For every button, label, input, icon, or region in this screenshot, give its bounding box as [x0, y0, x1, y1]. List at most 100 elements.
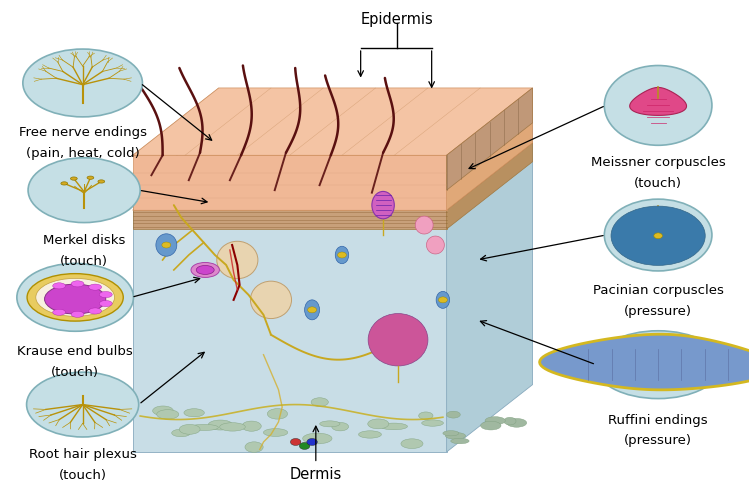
Circle shape: [162, 242, 171, 248]
Polygon shape: [133, 123, 532, 190]
Text: Krause end bulbs: Krause end bulbs: [17, 344, 133, 358]
Ellipse shape: [401, 439, 423, 448]
Text: (pressure): (pressure): [624, 434, 692, 448]
Ellipse shape: [375, 320, 422, 360]
Polygon shape: [539, 334, 750, 390]
Ellipse shape: [639, 224, 677, 248]
Ellipse shape: [87, 176, 94, 180]
Ellipse shape: [88, 308, 101, 314]
Ellipse shape: [263, 428, 288, 436]
Circle shape: [290, 438, 301, 446]
Ellipse shape: [604, 199, 712, 271]
Ellipse shape: [388, 331, 408, 348]
Ellipse shape: [595, 331, 722, 398]
Text: Merkel disks: Merkel disks: [43, 234, 125, 247]
Polygon shape: [133, 210, 446, 229]
Ellipse shape: [16, 264, 134, 332]
Ellipse shape: [504, 418, 516, 425]
Ellipse shape: [332, 422, 349, 431]
Ellipse shape: [190, 424, 218, 430]
Circle shape: [439, 297, 447, 303]
Ellipse shape: [22, 49, 142, 117]
Ellipse shape: [446, 432, 466, 439]
Polygon shape: [133, 143, 532, 210]
Ellipse shape: [36, 278, 115, 316]
Ellipse shape: [209, 420, 232, 430]
Text: Epidermis: Epidermis: [360, 12, 433, 26]
Text: Ruffini endings: Ruffini endings: [608, 414, 708, 426]
Text: Root hair plexus: Root hair plexus: [28, 448, 136, 462]
Ellipse shape: [419, 412, 433, 420]
Ellipse shape: [242, 421, 261, 431]
Ellipse shape: [507, 418, 526, 427]
Polygon shape: [427, 236, 444, 254]
Ellipse shape: [372, 192, 394, 219]
Ellipse shape: [368, 314, 428, 366]
Text: (touch): (touch): [634, 177, 682, 190]
Text: Meissner corpuscles: Meissner corpuscles: [591, 156, 725, 170]
Ellipse shape: [53, 309, 65, 316]
Ellipse shape: [335, 246, 349, 264]
Polygon shape: [630, 88, 686, 116]
Ellipse shape: [100, 292, 112, 298]
Ellipse shape: [196, 266, 214, 274]
Ellipse shape: [44, 284, 106, 314]
Polygon shape: [446, 88, 532, 210]
Ellipse shape: [191, 262, 220, 278]
Ellipse shape: [53, 283, 65, 289]
Ellipse shape: [422, 420, 443, 426]
Ellipse shape: [311, 398, 328, 406]
Ellipse shape: [267, 408, 287, 419]
Ellipse shape: [303, 433, 332, 444]
Circle shape: [308, 307, 316, 313]
Ellipse shape: [98, 180, 105, 183]
Polygon shape: [446, 143, 532, 229]
Ellipse shape: [71, 311, 84, 318]
Ellipse shape: [70, 177, 77, 180]
Ellipse shape: [481, 421, 501, 430]
Ellipse shape: [485, 416, 506, 424]
Circle shape: [299, 442, 310, 450]
Circle shape: [338, 252, 346, 258]
Ellipse shape: [380, 423, 407, 430]
Text: (touch): (touch): [60, 255, 108, 268]
Ellipse shape: [611, 206, 705, 266]
Ellipse shape: [604, 66, 712, 146]
Text: Pacinian corpuscles: Pacinian corpuscles: [592, 284, 724, 297]
Ellipse shape: [28, 158, 140, 222]
Ellipse shape: [71, 281, 84, 287]
Ellipse shape: [648, 229, 668, 242]
Ellipse shape: [620, 212, 696, 260]
Text: Free nerve endings: Free nerve endings: [19, 126, 147, 140]
Text: (touch): (touch): [51, 366, 99, 378]
Ellipse shape: [88, 284, 101, 290]
Ellipse shape: [630, 218, 686, 254]
Circle shape: [307, 438, 317, 446]
Ellipse shape: [304, 300, 320, 320]
Ellipse shape: [245, 442, 263, 452]
Ellipse shape: [220, 422, 245, 431]
Ellipse shape: [217, 242, 258, 279]
Text: (pressure): (pressure): [624, 305, 692, 318]
Text: (pain, heat, cold): (pain, heat, cold): [26, 148, 140, 160]
Polygon shape: [416, 216, 434, 234]
Polygon shape: [133, 88, 532, 156]
Ellipse shape: [172, 429, 190, 436]
Ellipse shape: [320, 421, 340, 427]
Ellipse shape: [251, 281, 292, 318]
Ellipse shape: [26, 372, 139, 437]
Ellipse shape: [184, 408, 204, 417]
Ellipse shape: [179, 424, 200, 434]
Ellipse shape: [157, 410, 178, 419]
Polygon shape: [446, 123, 532, 452]
Ellipse shape: [27, 274, 123, 321]
Text: (touch): (touch): [58, 470, 106, 482]
Ellipse shape: [368, 419, 388, 429]
Ellipse shape: [451, 438, 469, 444]
Text: Dermis: Dermis: [290, 467, 342, 482]
Ellipse shape: [443, 430, 459, 436]
Ellipse shape: [358, 431, 382, 438]
Ellipse shape: [381, 325, 415, 354]
Ellipse shape: [436, 292, 449, 308]
Polygon shape: [133, 156, 446, 210]
